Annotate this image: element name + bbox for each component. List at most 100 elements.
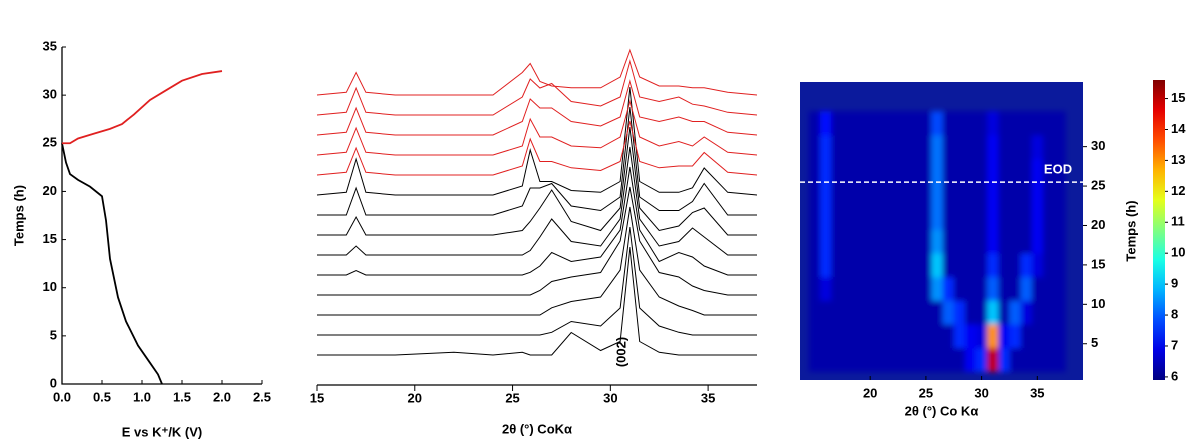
heatmap-cell bbox=[886, 205, 899, 230]
heatmap-cell bbox=[987, 134, 999, 159]
heatmap bbox=[808, 111, 1066, 372]
heatmap-cell bbox=[920, 324, 932, 349]
heatmap-cell bbox=[898, 229, 910, 254]
heatmap-cell bbox=[953, 182, 966, 207]
colorbar-tick-label: 15 bbox=[1171, 90, 1185, 105]
heatmap-cell bbox=[942, 134, 955, 159]
x-tick-label: 35 bbox=[701, 390, 715, 405]
heatmap-cell bbox=[998, 300, 1010, 325]
heatmap-cell bbox=[1020, 324, 1033, 349]
heatmap-cell bbox=[898, 276, 910, 301]
heatmap-cell bbox=[864, 276, 877, 301]
x-axis-label: E vs K⁺/K (V) bbox=[122, 424, 203, 439]
heatmap-cell bbox=[942, 229, 955, 254]
heatmap-cell bbox=[998, 205, 1010, 230]
heatmap-cell bbox=[953, 134, 966, 159]
xrd-pattern bbox=[317, 226, 757, 336]
heatmap-cell bbox=[909, 158, 921, 183]
heatmap-cell bbox=[1031, 182, 1044, 207]
y-tick-label: 10 bbox=[1091, 296, 1105, 311]
heatmap-cell bbox=[1020, 229, 1033, 254]
heatmap-cell bbox=[942, 324, 955, 349]
heatmap-cell bbox=[808, 134, 821, 159]
heatmap-cell bbox=[1054, 134, 1066, 159]
heatmap-cell bbox=[987, 229, 999, 254]
heatmap-cell bbox=[1054, 182, 1066, 207]
heatmap-cell bbox=[886, 111, 899, 136]
heatmap-cell bbox=[987, 253, 999, 278]
heatmap-cell bbox=[1042, 134, 1055, 159]
heatmap-cell bbox=[1042, 347, 1055, 372]
heatmap-cell bbox=[820, 324, 832, 349]
heatmap-cell bbox=[831, 347, 843, 372]
heatmap-cell bbox=[875, 182, 888, 207]
heatmap-cell bbox=[953, 253, 966, 278]
heatmap-cell bbox=[931, 300, 944, 325]
heatmap-cell bbox=[1020, 182, 1033, 207]
y-tick-label: 5 bbox=[1091, 335, 1098, 350]
heatmap-cell bbox=[942, 276, 955, 301]
heatmap-cell bbox=[1009, 253, 1022, 278]
heatmap-cell bbox=[898, 347, 910, 372]
heatmap-cell bbox=[998, 182, 1010, 207]
y-tick-label: 30 bbox=[1091, 138, 1105, 153]
heatmap-cell bbox=[909, 111, 921, 136]
heatmap-cell bbox=[842, 158, 854, 183]
heatmap-cell bbox=[886, 276, 899, 301]
heatmap-cell bbox=[886, 253, 899, 278]
heatmap-cell bbox=[1020, 134, 1033, 159]
heatmap-cell bbox=[1031, 158, 1044, 183]
heatmap-cell bbox=[820, 182, 832, 207]
heatmap-cell bbox=[998, 347, 1010, 372]
heatmap-cell bbox=[1009, 205, 1022, 230]
heatmap-cell bbox=[987, 182, 999, 207]
heatmap-cell bbox=[1054, 347, 1066, 372]
heatmap-cell bbox=[864, 158, 877, 183]
heatmap-cell bbox=[920, 182, 932, 207]
heatmap-cell bbox=[909, 205, 921, 230]
heatmap-cell bbox=[808, 205, 821, 230]
heatmap-cell bbox=[931, 276, 944, 301]
heatmap-cell bbox=[1042, 205, 1055, 230]
xrd-pattern bbox=[317, 246, 757, 356]
heatmap-cell bbox=[964, 253, 977, 278]
heatmap-cell bbox=[875, 276, 888, 301]
x-tick-label: 25 bbox=[505, 390, 519, 405]
annotation: (002) bbox=[613, 337, 628, 367]
heatmap-cell bbox=[1042, 182, 1055, 207]
xrd-pattern bbox=[316, 79, 758, 136]
heatmap-cell bbox=[931, 347, 944, 372]
heatmap-cell bbox=[898, 300, 910, 325]
heatmap-cells bbox=[808, 111, 1066, 372]
heatmap-cell bbox=[864, 324, 877, 349]
x-tick-label: 25 bbox=[919, 385, 933, 400]
heatmap-cell bbox=[808, 253, 821, 278]
heatmap-cell bbox=[976, 205, 988, 230]
heatmap-cell bbox=[853, 229, 866, 254]
heatmap-cell bbox=[1009, 111, 1022, 136]
heatmap-cell bbox=[998, 111, 1010, 136]
line-series bbox=[62, 70, 223, 145]
heatmap-cell bbox=[808, 182, 821, 207]
heatmap-cell bbox=[987, 324, 999, 349]
y-tick-label: 35 bbox=[43, 38, 57, 53]
x-tick-label: 2.0 bbox=[213, 389, 231, 404]
heatmap-cell bbox=[964, 324, 977, 349]
x-tick-label: 30 bbox=[974, 385, 988, 400]
y-tick-label: 5 bbox=[50, 327, 57, 342]
colorbar bbox=[1153, 80, 1165, 380]
heatmap-cell bbox=[920, 347, 932, 372]
heatmap-cell bbox=[1054, 158, 1066, 183]
heatmap-cell bbox=[976, 158, 988, 183]
heatmap-cell bbox=[875, 229, 888, 254]
heatmap-cell bbox=[831, 253, 843, 278]
heatmap-cell bbox=[909, 300, 921, 325]
heatmap-cell bbox=[853, 182, 866, 207]
heatmap-cell bbox=[820, 276, 832, 301]
heatmap-cell bbox=[920, 134, 932, 159]
y-tick-label: 0 bbox=[50, 375, 57, 390]
heatmap-cell bbox=[1009, 300, 1022, 325]
x-axis-label: 2θ (°) CoKα bbox=[502, 421, 572, 436]
heatmap-cell bbox=[842, 111, 854, 136]
